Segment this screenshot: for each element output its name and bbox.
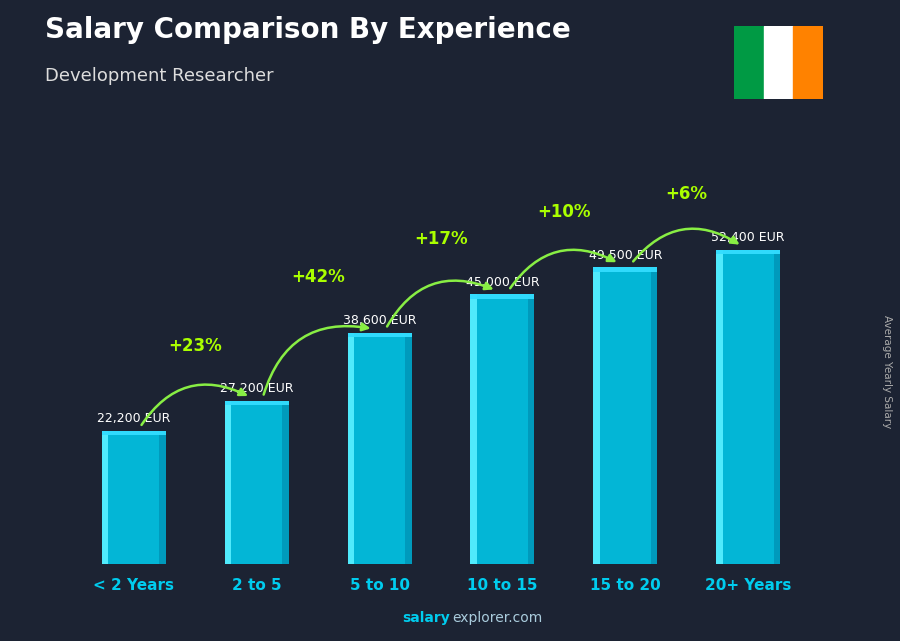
Text: Salary Comparison By Experience: Salary Comparison By Experience (45, 16, 571, 44)
Bar (774, 250, 780, 564)
Bar (102, 431, 166, 435)
Bar (593, 267, 657, 564)
Bar (347, 333, 354, 564)
Text: +6%: +6% (666, 185, 707, 203)
Bar (734, 26, 763, 99)
Text: 27,200 EUR: 27,200 EUR (220, 383, 293, 395)
Text: 38,600 EUR: 38,600 EUR (343, 314, 417, 327)
Text: 45,000 EUR: 45,000 EUR (465, 276, 539, 288)
Bar (405, 333, 411, 564)
Text: Average Yearly Salary: Average Yearly Salary (881, 315, 892, 428)
Text: salary: salary (402, 611, 450, 625)
Bar (159, 431, 166, 564)
Bar (593, 267, 599, 564)
Text: 52,400 EUR: 52,400 EUR (711, 231, 785, 244)
Bar (528, 294, 535, 564)
Text: explorer.com: explorer.com (452, 611, 542, 625)
Bar (347, 333, 411, 337)
Text: Development Researcher: Development Researcher (45, 67, 274, 85)
Bar (102, 431, 166, 564)
Bar (471, 294, 535, 299)
Bar (225, 401, 231, 564)
Text: +23%: +23% (168, 337, 222, 354)
Text: +10%: +10% (537, 203, 590, 221)
Bar (716, 250, 723, 564)
Bar (347, 333, 411, 564)
Bar (763, 26, 794, 99)
Bar (471, 294, 477, 564)
Text: 22,200 EUR: 22,200 EUR (97, 412, 170, 426)
Bar (471, 294, 535, 564)
Bar (651, 267, 657, 564)
Text: 49,500 EUR: 49,500 EUR (589, 249, 662, 262)
Bar (794, 26, 824, 99)
Bar (593, 267, 657, 272)
Bar (225, 401, 289, 564)
Bar (225, 401, 289, 406)
Bar (716, 250, 780, 254)
Text: +42%: +42% (292, 268, 345, 286)
Bar (283, 401, 289, 564)
Text: +17%: +17% (414, 229, 468, 248)
Bar (716, 250, 780, 564)
Bar (102, 431, 108, 564)
